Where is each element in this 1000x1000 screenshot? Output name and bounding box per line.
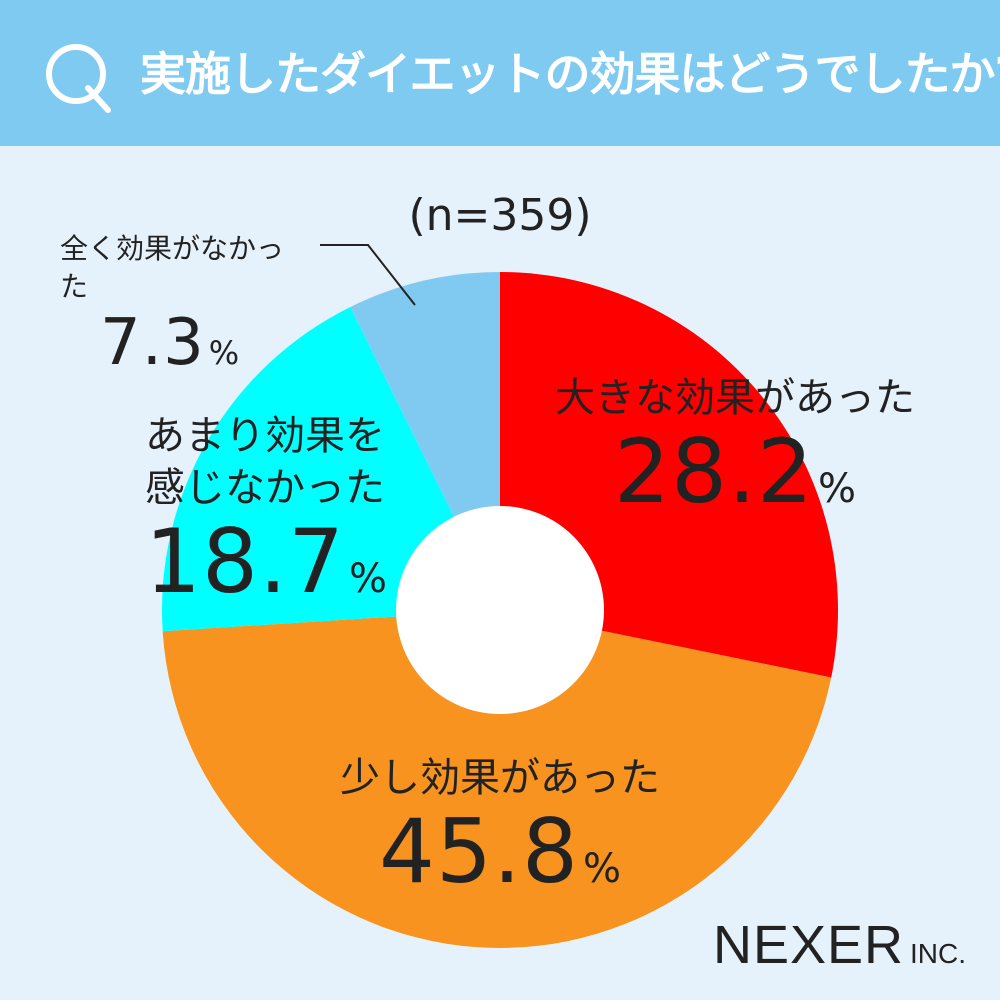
- label-large-effect: 大きな効果があった 28.2%: [545, 372, 925, 545]
- label-little-effect: あまり効果を 感じなかった 18.7%: [145, 410, 387, 635]
- brand-suffix: INC.: [910, 938, 966, 969]
- q-circle-icon: [46, 44, 111, 113]
- label-some-effect-value: 45.8: [379, 800, 579, 903]
- label-no-effect: 全く効果がなかった 7.3%: [60, 230, 310, 396]
- label-little-effect-category-line2: 感じなかった: [145, 465, 385, 511]
- label-large-effect-category: 大きな効果があった: [555, 375, 915, 421]
- percent-sign: %: [817, 466, 856, 512]
- label-little-effect-category-line1: あまり効果を: [145, 413, 385, 459]
- percent-sign: %: [348, 556, 387, 602]
- label-no-effect-value: 7.3: [100, 306, 205, 380]
- percent-sign: %: [582, 846, 621, 892]
- slice-some-effect: [162, 610, 832, 948]
- brand-name: NEXER: [712, 915, 904, 975]
- sample-size-label: (n=359): [408, 190, 592, 241]
- label-some-effect: 少し効果があった 45.8%: [295, 752, 705, 925]
- leader-line: [320, 244, 416, 306]
- label-some-effect-category: 少し効果があった: [340, 755, 660, 801]
- label-no-effect-category: 全く効果がなかった: [60, 232, 285, 303]
- label-large-effect-value: 28.2: [614, 420, 814, 523]
- question-title: 実施したダイエットの効果はどうでしたか?: [140, 47, 1000, 101]
- donut-hole: [396, 506, 604, 714]
- header-banner: 実施したダイエットの効果はどうでしたか?: [0, 0, 1000, 146]
- label-little-effect-value: 18.7: [145, 510, 345, 613]
- percent-sign: %: [208, 334, 240, 372]
- brand-logo: NEXER INC.: [713, 914, 966, 976]
